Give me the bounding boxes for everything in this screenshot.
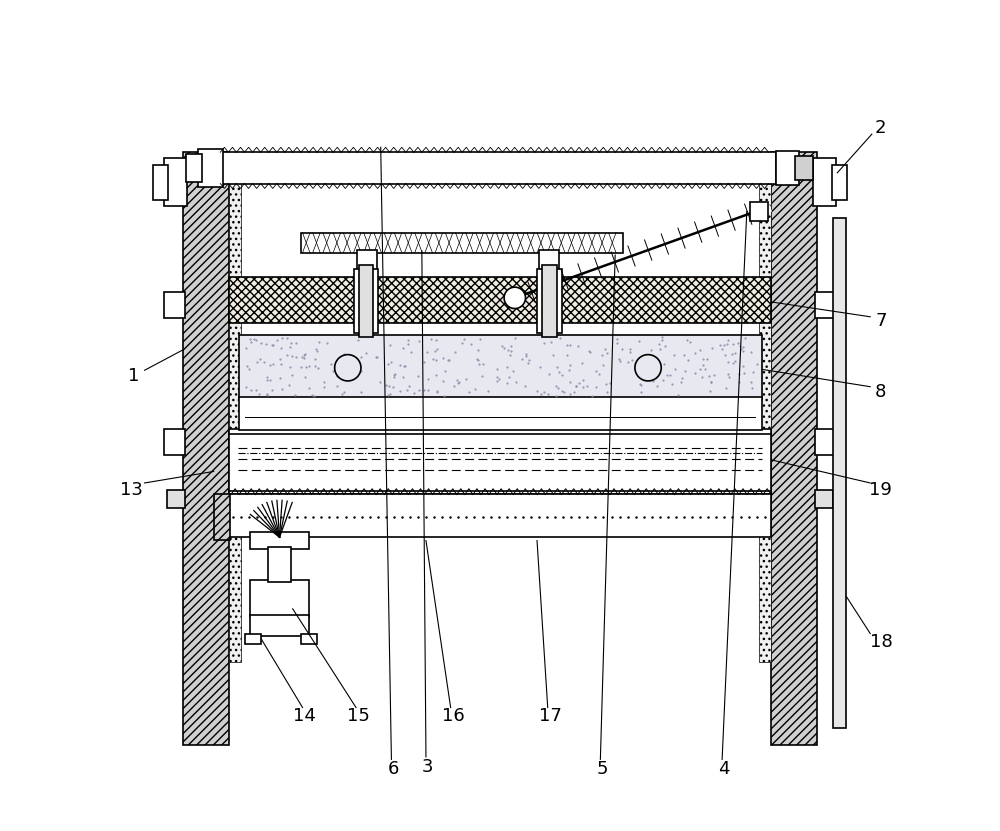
- Text: 13: 13: [120, 480, 143, 499]
- Bar: [153, 165, 168, 200]
- Bar: [815, 293, 836, 318]
- Bar: [832, 165, 847, 200]
- Bar: [239, 397, 762, 430]
- Text: 19: 19: [869, 480, 892, 499]
- Bar: [229, 278, 771, 323]
- Bar: [239, 335, 762, 399]
- Text: 8: 8: [875, 383, 887, 401]
- Text: 3: 3: [422, 758, 433, 776]
- Bar: [537, 269, 562, 333]
- Bar: [183, 152, 229, 745]
- Bar: [301, 233, 623, 253]
- Bar: [813, 158, 836, 206]
- Bar: [771, 152, 817, 745]
- Bar: [795, 155, 813, 180]
- Bar: [268, 547, 291, 582]
- Bar: [250, 580, 309, 617]
- Bar: [229, 430, 771, 494]
- Bar: [815, 489, 833, 508]
- Bar: [357, 250, 377, 280]
- Bar: [776, 150, 799, 185]
- Bar: [229, 152, 241, 662]
- Circle shape: [504, 288, 526, 308]
- Text: 5: 5: [596, 760, 608, 779]
- Bar: [229, 494, 771, 538]
- Bar: [542, 265, 557, 337]
- Text: 14: 14: [293, 707, 316, 725]
- Bar: [539, 250, 559, 280]
- Bar: [164, 158, 187, 206]
- Bar: [167, 489, 185, 508]
- Bar: [301, 634, 317, 644]
- Text: 2: 2: [874, 119, 886, 136]
- Bar: [164, 429, 185, 455]
- Bar: [164, 293, 185, 318]
- Circle shape: [635, 355, 661, 381]
- Bar: [214, 494, 230, 539]
- Bar: [250, 616, 309, 636]
- Bar: [219, 152, 776, 184]
- Text: 4: 4: [718, 760, 730, 779]
- Bar: [833, 218, 846, 728]
- Bar: [359, 265, 373, 337]
- Text: 6: 6: [387, 760, 399, 779]
- Circle shape: [335, 355, 361, 381]
- Text: 7: 7: [875, 312, 887, 330]
- Bar: [750, 203, 768, 220]
- Text: 1: 1: [128, 367, 140, 385]
- Bar: [186, 154, 202, 182]
- Text: 15: 15: [347, 707, 370, 725]
- Bar: [354, 269, 378, 333]
- Bar: [250, 533, 309, 548]
- Bar: [815, 429, 836, 455]
- Text: 16: 16: [442, 707, 464, 725]
- Bar: [245, 634, 261, 644]
- Bar: [759, 152, 771, 662]
- Text: 18: 18: [870, 632, 892, 651]
- Bar: [198, 149, 223, 187]
- Text: 17: 17: [539, 707, 562, 725]
